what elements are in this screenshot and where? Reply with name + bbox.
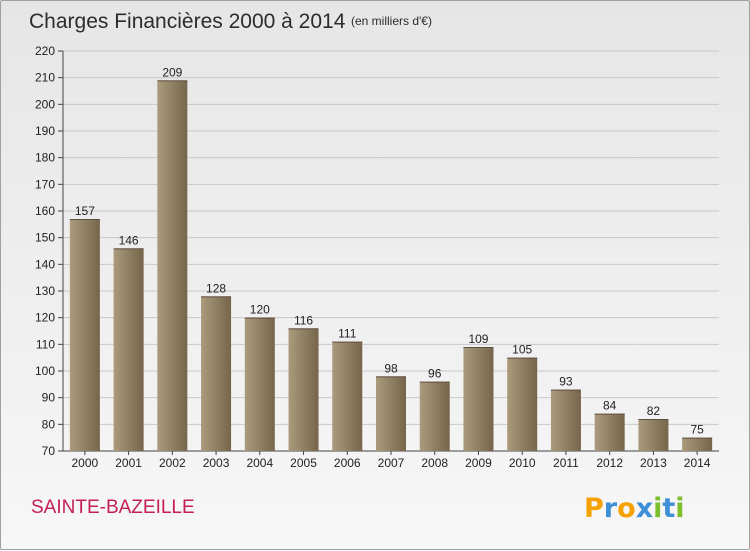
logo-letter: r (604, 493, 618, 524)
x-tick-label-2002: 2002 (159, 456, 186, 470)
value-label-2005: 116 (294, 313, 313, 327)
y-tick-label: 160 (35, 204, 55, 218)
bar-2014 (682, 437, 713, 451)
value-label-2013: 82 (647, 404, 661, 418)
proxiti-logo: Proxiti (584, 493, 685, 524)
x-tick-label-2006: 2006 (334, 456, 361, 470)
x-tick-label-2001: 2001 (115, 456, 142, 470)
x-tick-label-2010: 2010 (509, 456, 536, 470)
y-tick-label: 120 (35, 311, 55, 325)
y-tick-label: 200 (35, 97, 55, 111)
value-label-2001: 146 (119, 233, 139, 247)
bar-2008 (419, 381, 450, 451)
value-label-2009: 109 (468, 332, 488, 346)
bar-2010 (507, 357, 538, 451)
logo-letter: x (636, 493, 653, 524)
bar-2006 (332, 341, 363, 451)
value-label-2007: 98 (384, 361, 398, 375)
x-tick-label-2014: 2014 (684, 456, 711, 470)
value-label-2002: 209 (162, 65, 182, 79)
bar-2013 (638, 419, 669, 451)
bar-2004 (244, 317, 275, 451)
x-tick-label-2000: 2000 (72, 456, 99, 470)
x-tick-label-2013: 2013 (640, 456, 667, 470)
x-tick-label-2011: 2011 (553, 456, 579, 470)
labels: 157 146 209 128 120 116 111 98 96 109 105 93 84 82 75 (75, 65, 704, 436)
value-label-2003: 128 (206, 281, 226, 295)
x-tick-label-2004: 2004 (246, 456, 273, 470)
y-tick-label: 170 (35, 177, 55, 191)
y-tick-label: 220 (35, 44, 55, 58)
bars (69, 80, 713, 451)
value-label-2004: 120 (250, 303, 270, 317)
y-tick-label: 80 (42, 417, 56, 431)
value-label-2008: 96 (428, 367, 442, 381)
value-label-2014: 75 (690, 423, 704, 437)
bar-2009 (463, 347, 494, 451)
logo-letter: i (675, 493, 684, 524)
x-tick-label-2009: 2009 (465, 456, 492, 470)
y-tick-label: 210 (35, 71, 55, 85)
bar-2007 (376, 376, 406, 451)
bar-2003 (201, 296, 232, 451)
y-tick-label: 150 (35, 231, 55, 245)
bar-2002 (157, 80, 188, 451)
value-label-2011: 93 (559, 375, 573, 389)
value-label-2012: 84 (603, 399, 617, 413)
x-tick-label-2005: 2005 (290, 456, 317, 470)
bar-2011 (550, 389, 581, 451)
y-tick-label: 140 (35, 257, 55, 271)
x-tick-label-2008: 2008 (421, 456, 448, 470)
chart-title: Charges Financières 2000 à 2014 (29, 10, 346, 33)
y-tick-label: 110 (36, 337, 55, 351)
logo-letter: t (662, 493, 675, 524)
bar-2000 (69, 219, 100, 451)
bar-2001 (113, 248, 144, 451)
y-tick-label: 190 (35, 124, 55, 138)
value-label-2010: 105 (512, 343, 532, 357)
bar-2005 (288, 328, 319, 451)
x-tick-label-2003: 2003 (203, 456, 230, 470)
chart-subtitle: (en milliers d'€) (351, 14, 432, 28)
y-tick-label: 100 (35, 364, 55, 378)
y-tick-label: 70 (42, 444, 56, 458)
place-name: SAINTE-BAZEILLE (31, 497, 195, 518)
y-tick-label: 180 (35, 151, 55, 165)
logo-letter: i (653, 493, 662, 524)
bar-2012 (594, 413, 625, 451)
value-label-2000: 157 (75, 204, 95, 218)
logo-letter: o (617, 493, 636, 524)
y-tick-label: 90 (42, 391, 56, 405)
logo-letter: P (584, 493, 604, 524)
x-tick-label-2012: 2012 (596, 456, 623, 470)
x-tick-label-2007: 2007 (378, 456, 405, 470)
value-label-2006: 111 (338, 327, 357, 341)
y-tick-label: 130 (35, 284, 55, 298)
